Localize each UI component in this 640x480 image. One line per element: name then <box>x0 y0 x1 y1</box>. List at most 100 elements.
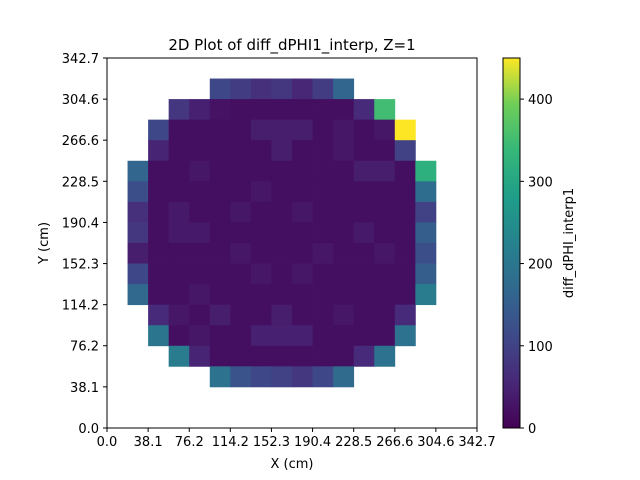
heatmap-cell <box>353 201 375 223</box>
x-axis-ticks: 0.0 38.1 76.2 114.2 152.3 190.4 228.5 266.6 304.… <box>97 428 496 450</box>
heatmap-cell <box>312 222 334 244</box>
heatmap-cell <box>189 140 211 162</box>
heatmap-cell <box>209 119 231 141</box>
heatmap-cell <box>394 325 416 347</box>
heatmap-cell <box>189 222 211 244</box>
heatmap-cell <box>271 119 293 141</box>
heatmap-cell <box>312 140 334 162</box>
heatmap-cell <box>394 304 416 326</box>
heatmap-cell <box>271 222 293 244</box>
heatmap-cell <box>333 78 355 100</box>
heatmap-cell <box>292 201 313 223</box>
heatmap-cell <box>312 119 334 141</box>
heatmap-cell <box>230 222 252 244</box>
heatmap-cell <box>353 119 375 141</box>
heatmap-cell <box>271 201 293 223</box>
heatmap-cell <box>353 181 375 203</box>
colorbar-label: diff_dPHI_interp1 <box>562 188 577 298</box>
heatmap-cell <box>230 119 252 141</box>
heatmap-cell <box>415 242 437 264</box>
heatmap-cell <box>394 140 416 162</box>
heatmap-cell <box>292 366 313 388</box>
heatmap-cell <box>189 119 211 141</box>
heatmap-cell <box>312 201 334 223</box>
heatmap-cell <box>271 304 293 326</box>
heatmap-cell <box>230 325 252 347</box>
heatmap-cell <box>415 263 437 285</box>
x-axis-label: X (cm) <box>271 457 314 472</box>
x-tick-label: 304.6 <box>417 435 454 450</box>
heatmap-cell <box>230 345 252 367</box>
heatmap-cell <box>168 304 190 326</box>
y-axis-ticks: 0.0 38.1 76.2 114.2 152.3 190.4 228.5 266.6 304.… <box>62 52 107 437</box>
heatmap-cell <box>148 263 170 285</box>
heatmap-cell <box>127 201 149 223</box>
heatmap-cell <box>250 263 272 285</box>
colorbar-ticks: 0 100 200 300 400 <box>520 93 553 437</box>
heatmap-cell <box>374 284 396 306</box>
x-tick-label: 114.2 <box>212 435 249 450</box>
heatmap-cell <box>209 242 231 264</box>
heatmap-cell <box>312 242 334 264</box>
heatmap-cell <box>209 201 231 223</box>
heatmap-cell <box>333 345 355 367</box>
heatmap-cell <box>312 263 334 285</box>
heatmap-cell <box>168 325 190 347</box>
heatmap-cell <box>209 304 231 326</box>
heatmap-cell <box>250 99 272 121</box>
heatmap-cell <box>250 78 272 100</box>
heatmap-cell <box>292 222 313 244</box>
heatmap-cell <box>353 263 375 285</box>
heatmap-cell <box>394 242 416 264</box>
heatmap-cell <box>148 242 170 264</box>
heatmap-cell <box>271 263 293 285</box>
heatmap-cell <box>394 160 416 182</box>
heatmap-cell <box>353 284 375 306</box>
heatmap-cell <box>209 222 231 244</box>
heatmap-cell <box>127 160 149 182</box>
plot-frame <box>106 57 478 429</box>
heatmap-cell <box>209 99 231 121</box>
heatmap-cell <box>148 140 170 162</box>
x-tick-label: 342.7 <box>458 435 495 450</box>
heatmap-cell <box>189 263 211 285</box>
heatmap-cell <box>230 366 252 388</box>
heatmap-cell <box>168 222 190 244</box>
heatmap-cell <box>271 345 293 367</box>
heatmap-cell <box>312 366 334 388</box>
heatmap-cell <box>271 284 293 306</box>
y-tick-label: 38.1 <box>70 381 99 396</box>
heatmap-cell <box>374 304 396 326</box>
heatmap-cell <box>230 284 252 306</box>
heatmap-cell <box>250 222 272 244</box>
heatmap-cell <box>168 181 190 203</box>
chart-title: 2D Plot of diff_dPHI1_interp, Z=1 <box>168 36 415 55</box>
heatmap-cell <box>271 181 293 203</box>
heatmap-cell <box>209 78 231 100</box>
heatmap-cell <box>333 119 355 141</box>
heatmap-cell <box>209 284 231 306</box>
heatmap-cell <box>312 78 334 100</box>
heatmap-cell <box>394 284 416 306</box>
heatmap-cell <box>250 284 272 306</box>
heatmap-cell <box>353 304 375 326</box>
heatmap-cell <box>353 140 375 162</box>
heatmap-cell <box>230 78 252 100</box>
heatmap-cell <box>374 140 396 162</box>
y-tick-label: 342.7 <box>62 52 99 67</box>
heatmap-cell <box>250 181 272 203</box>
heatmap-cell <box>271 242 293 264</box>
heatmap-cell <box>333 181 355 203</box>
heatmap-cell <box>271 366 293 388</box>
heatmap-cell <box>148 181 170 203</box>
heatmap-cell <box>374 242 396 264</box>
y-tick-label: 266.6 <box>62 134 99 149</box>
heatmap-cell <box>250 242 272 264</box>
heatmap-cell <box>127 181 149 203</box>
heatmap-cell <box>127 284 149 306</box>
heatmap-cell <box>333 284 355 306</box>
heatmap-cell <box>312 181 334 203</box>
heatmap-cell <box>333 366 355 388</box>
heatmap-cell <box>168 119 190 141</box>
heatmap-cell <box>189 304 211 326</box>
